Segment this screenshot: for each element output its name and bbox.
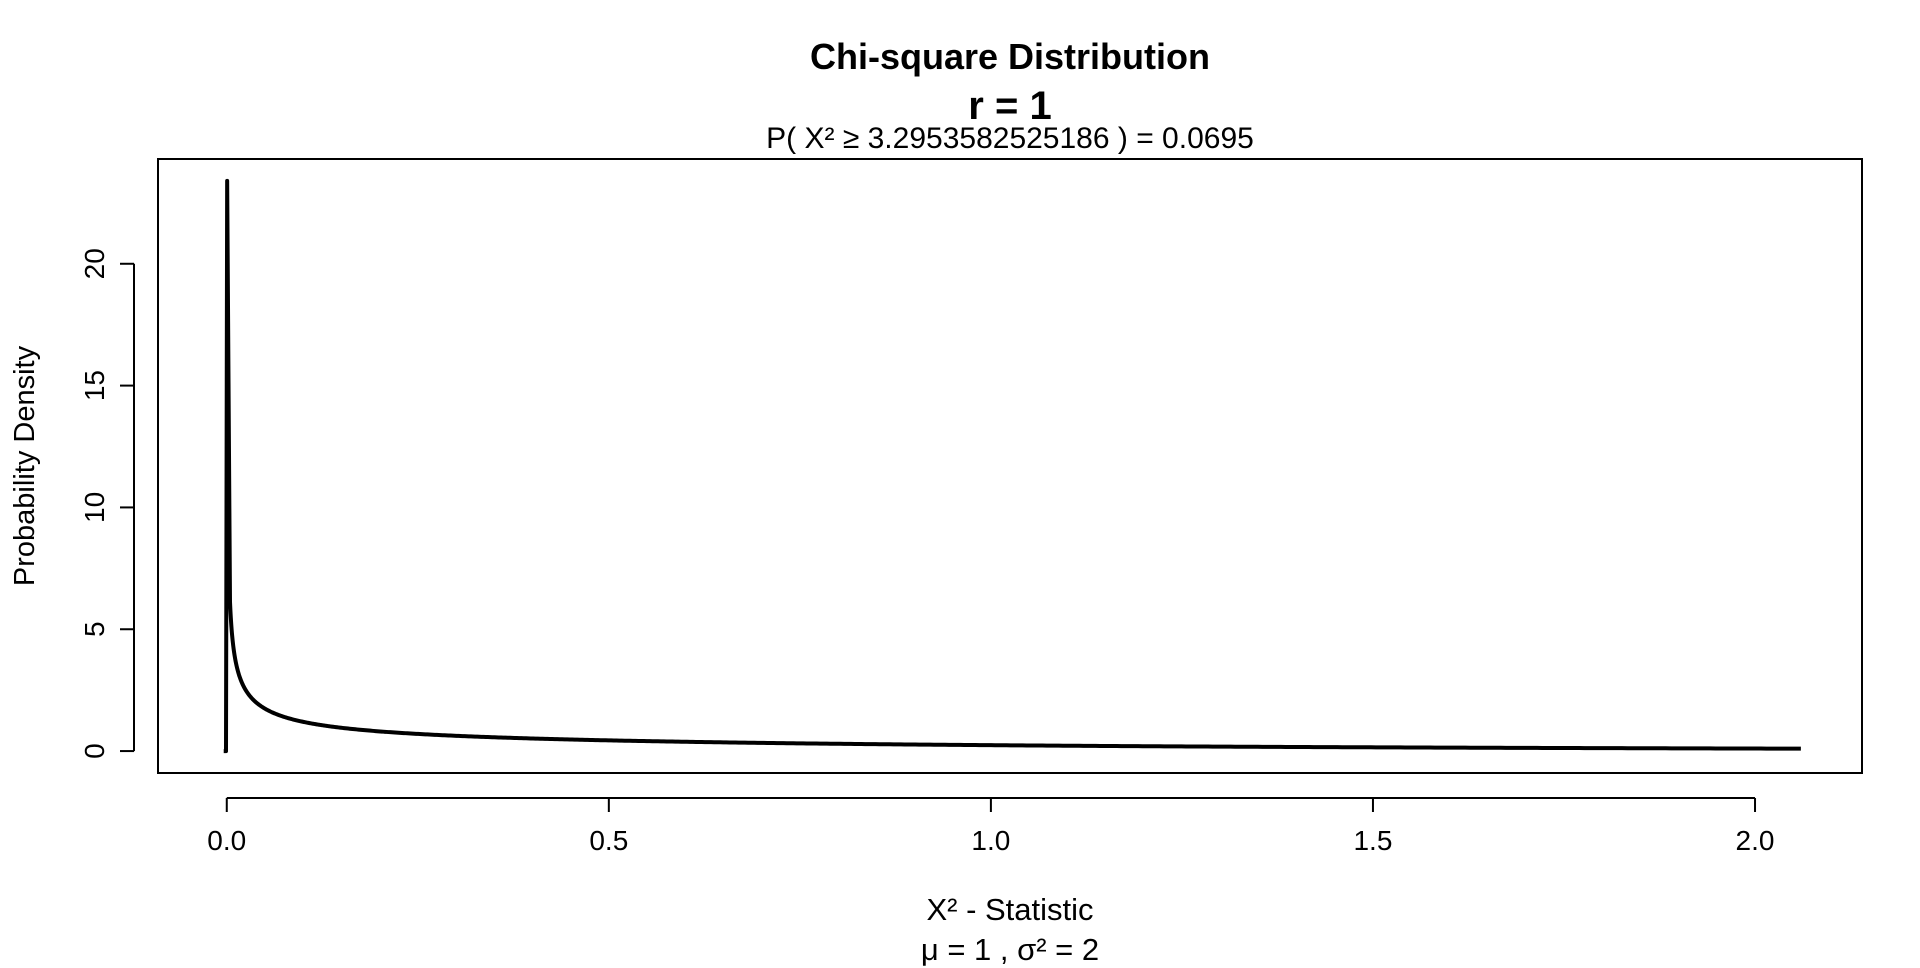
chart-title: Chi-square Distribution xyxy=(809,36,1210,77)
x-axis: 0.0 0.5 1.0 1.5 2.0 xyxy=(207,797,1775,856)
x-axis-label: X² - Statistic xyxy=(926,892,1094,927)
plot-frame xyxy=(157,158,1863,774)
y-axis: 0 5 10 15 20 xyxy=(79,248,135,759)
x-tick-label: 1.0 xyxy=(971,825,1010,856)
chart-subtitle: r = 1 xyxy=(968,84,1052,128)
probability-annotation: P( X² ≥ 3.2953582525186 ) = 0.0695 xyxy=(766,122,1254,155)
x-tick-label: 2.0 xyxy=(1736,825,1775,856)
y-tick-label: 0 xyxy=(79,743,110,759)
x-tick-label: 0.0 xyxy=(207,825,246,856)
y-tick-label: 20 xyxy=(79,248,110,279)
y-axis-label: Probability Density xyxy=(9,345,41,586)
y-tick-label: 10 xyxy=(79,492,110,523)
y-tick-label: 5 xyxy=(79,621,110,637)
density-curve xyxy=(223,178,1801,754)
x-tick-label: 0.5 xyxy=(589,825,628,856)
x-tick-label: 1.5 xyxy=(1353,825,1392,856)
y-tick-label: 15 xyxy=(79,370,110,401)
